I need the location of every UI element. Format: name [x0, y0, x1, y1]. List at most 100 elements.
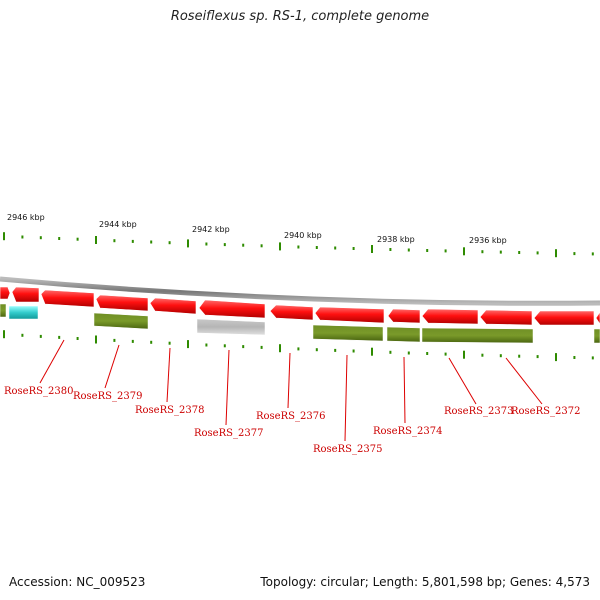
scale-label-2946: 2946 kbp [7, 213, 45, 222]
gene-arrow[interactable] [269, 304, 314, 321]
upper-tick-row [3, 232, 594, 258]
gene-label-roseRS-2373[interactable]: RoseRS_2373 [444, 406, 513, 417]
major-tick [3, 232, 5, 241]
minor-tick [481, 250, 484, 254]
major-tick [463, 247, 465, 256]
minor-tick [131, 239, 134, 243]
label-leaders [39, 339, 543, 442]
leader-line [448, 357, 477, 405]
minor-tick [389, 248, 392, 251]
minor-tick [58, 237, 61, 240]
leader-line [403, 356, 406, 424]
major-tick [279, 344, 281, 353]
minor-tick [334, 246, 337, 250]
rna-block[interactable] [8, 305, 39, 320]
minor-tick [113, 239, 116, 243]
gene-arrow[interactable] [40, 289, 95, 308]
minor-tick [315, 246, 318, 249]
scale-label-2944: 2944 kbp [99, 220, 137, 229]
minor-tick [168, 241, 171, 245]
minor-tick [39, 334, 42, 338]
minor-tick [352, 349, 355, 353]
minor-tick [407, 351, 410, 355]
gene-label-roseRS-2374[interactable]: RoseRS_2374 [373, 426, 442, 437]
major-tick [95, 236, 97, 244]
minor-tick [297, 245, 300, 249]
cds-block[interactable] [421, 327, 534, 344]
gene-arrow[interactable] [0, 284, 11, 302]
minor-tick [389, 350, 392, 354]
leader-line [39, 339, 65, 384]
cds-block[interactable] [312, 324, 384, 342]
major-tick [279, 242, 281, 251]
gene-arrow[interactable] [595, 311, 600, 325]
minor-tick [444, 249, 447, 253]
minor-tick [591, 252, 594, 256]
major-tick [95, 335, 97, 344]
major-tick [555, 353, 557, 362]
leader-line [104, 344, 120, 389]
accession-text: Accession: NC_009523 [9, 575, 146, 589]
gene-label-roseRS-2380[interactable]: RoseRS_2380 [4, 386, 73, 397]
gene-label-roseRS-2376[interactable]: RoseRS_2376 [256, 411, 325, 422]
minor-tick [591, 356, 594, 360]
leader-line [505, 357, 543, 405]
cds-block[interactable] [593, 328, 600, 344]
minor-tick [536, 355, 539, 359]
gene-label-roseRS-2378[interactable]: RoseRS_2378 [135, 405, 204, 416]
gene-label-roseRS-2375[interactable]: RoseRS_2375 [313, 444, 382, 455]
leader-line [344, 354, 348, 442]
minor-tick [481, 353, 484, 357]
major-tick [187, 340, 189, 349]
minor-tick [260, 345, 263, 349]
minor-tick [242, 345, 245, 349]
gene-arrow[interactable] [95, 294, 149, 312]
leader-line [225, 349, 230, 426]
minor-tick [352, 247, 355, 250]
genome-backbone [0, 276, 600, 306]
minor-tick [573, 356, 576, 359]
minor-tick [131, 339, 134, 343]
minor-tick [499, 250, 502, 254]
gene-arrow[interactable] [421, 308, 479, 325]
minor-tick [315, 348, 318, 352]
cds-block[interactable] [93, 312, 149, 330]
minor-tick [518, 251, 521, 254]
minor-tick [113, 338, 116, 342]
gene-arrow[interactable] [314, 306, 385, 324]
minor-tick [518, 354, 521, 358]
gene-arrow[interactable] [149, 297, 197, 315]
gene-arrow[interactable] [533, 310, 595, 326]
major-tick [555, 249, 557, 258]
major-tick [463, 350, 465, 359]
minor-tick [205, 343, 208, 347]
pseudo-block[interactable] [196, 318, 266, 336]
lower-tick-row [3, 330, 594, 362]
gene-arrow[interactable] [387, 308, 421, 324]
minor-tick [297, 347, 300, 351]
minor-tick [150, 340, 153, 344]
minor-tick [21, 333, 24, 337]
gene-arrow[interactable] [479, 309, 533, 326]
minor-tick [499, 354, 502, 358]
major-tick [371, 245, 373, 253]
leader-line [166, 347, 171, 403]
scale-label-2942: 2942 kbp [192, 225, 230, 234]
minor-tick [426, 249, 429, 252]
cds-block[interactable] [0, 303, 7, 318]
gene-label-roseRS-2379[interactable]: RoseRS_2379 [73, 391, 142, 402]
minor-tick [223, 344, 226, 348]
cds-block[interactable] [386, 326, 421, 343]
gene-label-roseRS-2372[interactable]: RoseRS_2372 [511, 406, 580, 417]
gene-arrow[interactable] [11, 286, 40, 303]
minor-tick [76, 237, 79, 241]
minor-tick [76, 337, 79, 340]
minor-tick [242, 243, 245, 247]
gene-label-roseRS-2377[interactable]: RoseRS_2377 [194, 428, 263, 439]
gene-arrow[interactable] [198, 299, 266, 319]
minor-tick [260, 244, 263, 248]
minor-tick [334, 348, 337, 352]
feature-block-row [0, 303, 600, 344]
scale-label-2938: 2938 kbp [377, 235, 415, 244]
minor-tick [168, 341, 171, 345]
